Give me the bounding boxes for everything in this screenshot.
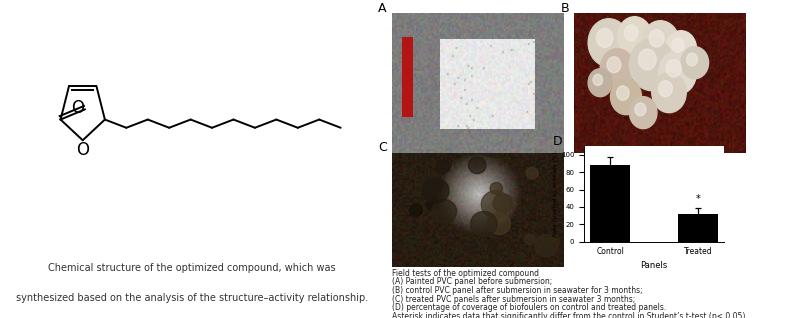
- Circle shape: [672, 38, 684, 52]
- Circle shape: [610, 79, 642, 115]
- Circle shape: [588, 19, 630, 67]
- Text: B: B: [561, 2, 570, 15]
- Circle shape: [470, 211, 497, 237]
- Text: A: A: [378, 2, 386, 15]
- Circle shape: [630, 39, 674, 91]
- Circle shape: [526, 167, 538, 179]
- Circle shape: [630, 97, 657, 129]
- Circle shape: [422, 178, 449, 203]
- Circle shape: [588, 69, 612, 97]
- Circle shape: [607, 57, 621, 73]
- Circle shape: [597, 28, 613, 47]
- Circle shape: [600, 49, 634, 89]
- Text: (D) percentage of coverage of biofoulers on control and treated panels.: (D) percentage of coverage of biofoulers…: [392, 303, 666, 312]
- Circle shape: [593, 74, 602, 86]
- Circle shape: [469, 157, 486, 174]
- Circle shape: [617, 86, 629, 100]
- Circle shape: [666, 59, 682, 77]
- Text: synthesized based on the analysis of the structure–activity relationship.: synthesized based on the analysis of the…: [16, 294, 368, 303]
- Text: Asterisk indicates data that significantly differ from the control in Student’s : Asterisk indicates data that significant…: [392, 312, 748, 318]
- Text: C: C: [378, 141, 387, 154]
- Text: Field tests of the optimized compound: Field tests of the optimized compound: [392, 269, 539, 278]
- Circle shape: [638, 49, 656, 70]
- Circle shape: [658, 51, 697, 95]
- Circle shape: [432, 200, 457, 223]
- Circle shape: [482, 191, 510, 218]
- Circle shape: [436, 160, 450, 174]
- Circle shape: [681, 47, 709, 79]
- Text: *: *: [695, 194, 700, 204]
- Circle shape: [618, 17, 652, 57]
- Circle shape: [642, 21, 679, 65]
- Circle shape: [420, 173, 443, 195]
- Text: D: D: [554, 135, 563, 148]
- Text: (A) Painted PVC panel before submersion;: (A) Painted PVC panel before submersion;: [392, 277, 552, 286]
- Circle shape: [652, 73, 686, 113]
- Circle shape: [534, 234, 558, 257]
- Y-axis label: Area covered by animals (%): Area covered by animals (%): [553, 151, 558, 237]
- Text: O: O: [76, 141, 90, 159]
- Circle shape: [493, 194, 513, 212]
- Circle shape: [624, 25, 638, 41]
- Circle shape: [410, 204, 422, 217]
- Text: O: O: [71, 100, 84, 117]
- Circle shape: [686, 53, 698, 66]
- Circle shape: [649, 30, 664, 47]
- Circle shape: [635, 103, 646, 116]
- X-axis label: Panels: Panels: [640, 261, 668, 270]
- Circle shape: [658, 81, 673, 97]
- Text: (C) treated PVC panels after submersion in seawater 3 months;: (C) treated PVC panels after submersion …: [392, 294, 635, 304]
- Circle shape: [524, 234, 535, 245]
- Circle shape: [666, 31, 697, 67]
- Circle shape: [490, 183, 502, 194]
- Bar: [678, 214, 718, 242]
- Text: Chemical structure of the optimized compound, which was: Chemical structure of the optimized comp…: [48, 263, 336, 273]
- Circle shape: [488, 213, 510, 234]
- Circle shape: [426, 200, 438, 211]
- Bar: [590, 165, 630, 242]
- Text: (B) control PVC panel after submersion in seawater for 3 months;: (B) control PVC panel after submersion i…: [392, 286, 642, 295]
